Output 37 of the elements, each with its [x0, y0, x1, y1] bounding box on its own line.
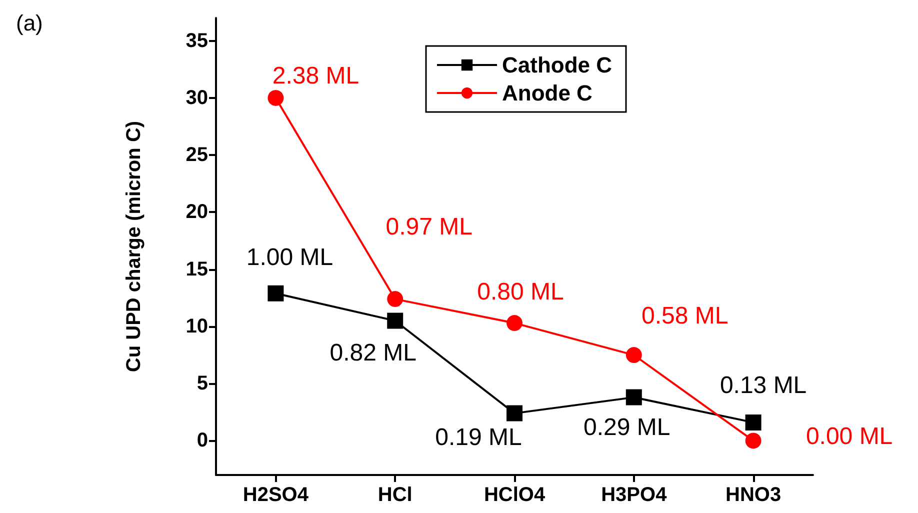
x-tick-label: H3PO4 [601, 484, 668, 506]
y-tick-label: 15 [186, 258, 208, 280]
text: (a) [16, 10, 43, 36]
annotation: 2.38 ML [272, 62, 360, 90]
point [745, 432, 762, 449]
x-tick-label: HClO4 [484, 484, 546, 506]
x-tick-label: HNO3 [726, 484, 782, 506]
point [268, 285, 284, 302]
annotation: 0.19 ML [435, 424, 522, 451]
annotation: 0.97 ML [386, 214, 472, 241]
legend-label: Cathode C [502, 52, 612, 78]
y-tick-label: 10 [186, 315, 208, 338]
annotation: 0.82 ML [330, 339, 416, 366]
point [387, 312, 404, 329]
y-axis-title: Cu UPD charge (micron C) [123, 120, 145, 372]
x-tick-label: H2SO4 [242, 484, 310, 506]
annotation: 1.00 ML [246, 244, 334, 271]
point [506, 315, 522, 332]
annotation: 0.29 ML [584, 414, 670, 441]
y-tick-label: 25 [186, 144, 208, 166]
annotation: 0.58 ML [642, 302, 728, 330]
point [626, 389, 642, 406]
point [387, 291, 404, 308]
x-tick-label: HCl [378, 484, 412, 506]
point [626, 347, 642, 364]
y-tick-label: 35 [186, 30, 208, 52]
point [506, 405, 522, 422]
point [268, 90, 284, 106]
annotation: 0.13 ML [720, 372, 807, 399]
y-tick-label: 5 [196, 372, 208, 395]
y-tick-label: 0 [196, 430, 208, 452]
y-tick-label: 30 [186, 86, 208, 109]
y-tick-label: 20 [186, 201, 208, 224]
point [745, 414, 762, 430]
annotation: 0.00 ML [806, 423, 893, 450]
legend-label: Anode C [502, 80, 593, 106]
annotation: 0.80 ML [477, 278, 564, 306]
